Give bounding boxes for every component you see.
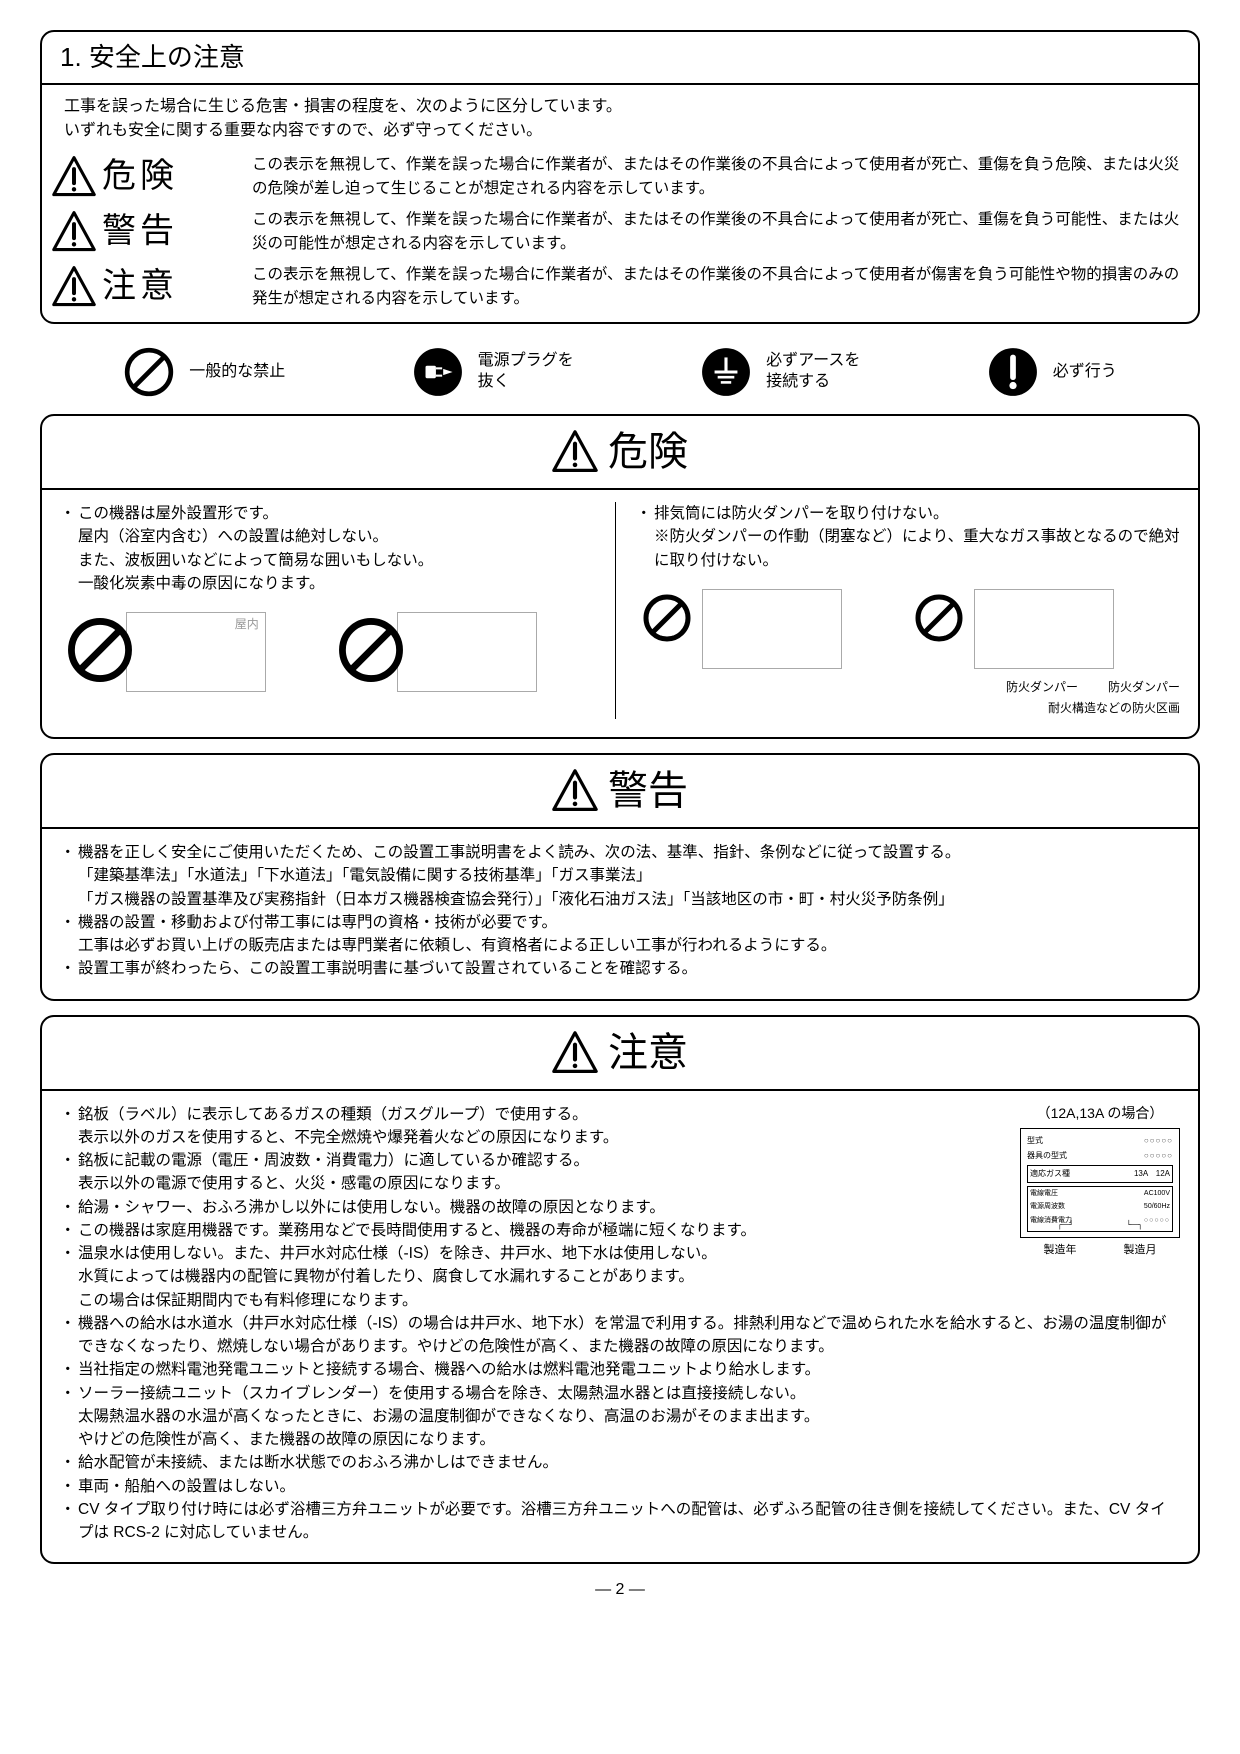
indoor-illustration: 屋内 <box>126 612 266 692</box>
level-danger-row: 危険 この表示を無視して、作業を誤った場合に作業者が、またはその作業後の不具合に… <box>42 149 1198 204</box>
damper-illustration-2 <box>974 589 1114 669</box>
danger-box: 危険 ・この機器は屋外設置形です。 屋内（浴室内含む）への設置は絶対しない。 ま… <box>40 414 1200 739</box>
level-danger-label: 危険 <box>102 151 178 202</box>
level-caution-desc: この表示を無視して、作業を誤った場合に作業者が、またはその作業後の不具合によって… <box>252 263 1188 310</box>
legend-ground: 必ずアースを 接続する <box>700 346 860 398</box>
unplug-icon <box>412 346 464 398</box>
intro-line-2: いずれも安全に関する重要な内容ですので、必ず守ってください。 <box>64 119 1176 143</box>
level-caution-label: 注意 <box>102 261 178 312</box>
caution-header: 注意 <box>42 1017 1198 1091</box>
plate-month-label: 製造月 <box>1124 1242 1157 1259</box>
caution-box: 注意 （12A,13A の場合） 型式○○○○○ 器具の型式○○○○○ 適応ガス… <box>40 1015 1200 1565</box>
list-item: ・この機器は家庭用機器です。業務用などで長時間使用すると、機器の寿命が極端に短く… <box>60 1219 1008 1242</box>
list-item-follow: 水質によっては機器内の配管に異物が付着したり、腐食して水漏れすることがあります。 <box>60 1265 1180 1288</box>
list-item-follow: 「建築基準法」「水道法」「下水道法」「電気設備に関する技術基準」「ガス事業法」 <box>60 864 1180 887</box>
list-item-follow: 表示以外の電源で使用すると、火災・感電の原因になります。 <box>60 1172 1180 1195</box>
list-item: ・当社指定の燃料電池発電ユニットと接続する場合、機器への給水は燃料電池発電ユニッ… <box>60 1358 1180 1381</box>
legend-ground-label: 必ずアースを 接続する <box>766 351 860 393</box>
prohibit-icon <box>123 346 175 398</box>
list-item-follow: やけどの危険性が高く、また機器の故障の原因になります。 <box>60 1428 1180 1451</box>
list-item-follow: 工事は必ずお買い上げの販売店または専門業者に依頼し、有資格者による正しい工事が行… <box>60 934 1180 957</box>
level-danger-desc: この表示を無視して、作業を誤った場合に作業者が、またはその作業後の不具合によって… <box>252 153 1188 200</box>
legend-unplug-label: 電源プラグを 抜く <box>478 351 574 393</box>
list-item: ・機器を正しく安全にご使用いただくため、この設置工事説明書をよく読み、次の法、基… <box>60 841 1180 864</box>
enclosure-illustration <box>397 612 537 692</box>
warning-triangle-icon <box>552 1030 598 1076</box>
legend-prohibit-label: 一般的な禁止 <box>189 362 285 383</box>
list-item: ・機器の設置・移動および付帯工事には専門の資格・技術が必要です。 <box>60 911 1180 934</box>
list-item: ・機器への給水は水道水（井戸水対応仕様（-IS）の場合は井戸水、地下水）を常温で… <box>60 1312 1180 1359</box>
list-item: ・給湯・シャワー、おふろ沸かし以外には使用しない。機器の故障の原因となります。 <box>60 1196 1008 1219</box>
list-item: ・車両・船舶への設置はしない。 <box>60 1475 1180 1498</box>
warning-triangle-icon <box>552 429 598 475</box>
legend-prohibit: 一般的な禁止 <box>123 346 285 398</box>
level-warning-desc: この表示を無視して、作業を誤った場合に作業者が、またはその作業後の不具合によって… <box>252 208 1188 255</box>
warning-header-label: 警告 <box>608 761 688 821</box>
damper-illustration-1 <box>702 589 842 669</box>
warning-triangle-icon <box>552 768 598 814</box>
warning-header: 警告 <box>42 755 1198 829</box>
list-item: ・温泉水は使用しない。また、井戸水対応仕様（-IS）を除き、井戸水、地下水は使用… <box>60 1242 1008 1265</box>
list-item: ・CV タイプ取り付け時には必ず浴槽三方弁ユニットが必要です。浴槽三方弁ユニット… <box>60 1498 1180 1545</box>
warning-triangle-icon <box>52 265 96 309</box>
level-warning-row: 警告 この表示を無視して、作業を誤った場合に作業者が、またはその作業後の不具合に… <box>42 204 1198 259</box>
level-caution-row: 注意 この表示を無視して、作業を誤った場合に作業者が、またはその作業後の不具合に… <box>42 259 1198 322</box>
safety-precautions-box: 1. 安全上の注意 工事を誤った場合に生じる危害・損害の程度を、次のように区分し… <box>40 30 1200 324</box>
list-item: ・銘板に記載の電源（電圧・周波数・消費電力）に適しているか確認する。 <box>60 1149 1008 1172</box>
caution-content: （12A,13A の場合） 型式○○○○○ 器具の型式○○○○○ 適応ガス種13… <box>42 1091 1198 1563</box>
warning-content: ・機器を正しく安全にご使用いただくため、この設置工事説明書をよく読み、次の法、基… <box>42 829 1198 999</box>
warning-triangle-icon <box>52 155 96 199</box>
prohibit-icon <box>642 593 692 643</box>
icon-legend: 一般的な禁止 電源プラグを 抜く 必ずアースを 接続する 必ず行う <box>40 338 1200 414</box>
caution-header-label: 注意 <box>608 1023 688 1083</box>
danger-right-col: ・排気筒には防火ダンパーを取り付けない。 ※防火ダンパーの作動（閉塞など）により… <box>624 502 1180 719</box>
rating-plate: （12A,13A の場合） 型式○○○○○ 器具の型式○○○○○ 適応ガス種13… <box>1020 1103 1180 1259</box>
list-item-follow: この場合は保証期間内でも有料修理になります。 <box>60 1289 1180 1312</box>
level-warning-label: 警告 <box>102 206 178 257</box>
intro-line-1: 工事を誤った場合に生じる危害・損害の程度を、次のように区分しています。 <box>64 95 1176 119</box>
list-item: ・設置工事が終わったら、この設置工事説明書に基づいて設置されていることを確認する… <box>60 957 1180 980</box>
intro-text: 工事を誤った場合に生じる危害・損害の程度を、次のように区分しています。 いずれも… <box>42 85 1198 149</box>
prohibit-icon <box>66 616 134 684</box>
danger-header: 危険 <box>42 416 1198 490</box>
list-item-follow: 太陽熱温水器の水温が高くなったときに、お湯の温度制御ができなくなり、高温のお湯が… <box>60 1405 1180 1428</box>
prohibit-icon <box>337 616 405 684</box>
legend-unplug: 電源プラグを 抜く <box>412 346 574 398</box>
page-number: — 2 — <box>40 1578 1200 1602</box>
list-item-follow: 表示以外のガスを使用すると、不完全燃焼や爆発着火などの原因になります。 <box>60 1126 1180 1149</box>
danger-left-col: ・この機器は屋外設置形です。 屋内（浴室内含む）への設置は絶対しない。 また、波… <box>60 502 616 719</box>
warning-triangle-icon <box>52 210 96 254</box>
legend-mandatory: 必ず行う <box>987 346 1117 398</box>
warning-box: 警告 ・機器を正しく安全にご使用いただくため、この設置工事説明書をよく読み、次の… <box>40 753 1200 1001</box>
list-item: ・銘板（ラベル）に表示してあるガスの種類（ガスグループ）で使用する。 <box>60 1103 1008 1126</box>
ground-icon <box>700 346 752 398</box>
mandatory-icon <box>987 346 1039 398</box>
list-item-follow: 「ガス機器の設置基準及び実務指針（日本ガス機器検査協会発行）」「液化石油ガス法」… <box>60 888 1180 911</box>
plate-year-label: 製造年 <box>1044 1242 1077 1259</box>
section-title: 1. 安全上の注意 <box>42 32 1198 85</box>
rating-plate-diagram: 型式○○○○○ 器具の型式○○○○○ 適応ガス種13A 12A 電線電圧AC10… <box>1020 1128 1180 1238</box>
legend-mandatory-label: 必ず行う <box>1053 362 1117 383</box>
danger-header-label: 危険 <box>608 422 688 482</box>
list-item: ・給水配管が未接続、または断水状態でのおふろ沸かしはできません。 <box>60 1451 1180 1474</box>
prohibit-icon <box>914 593 964 643</box>
list-item: ・ソーラー接続ユニット（スカイブレンダー）を使用する場合を除き、太陽熱温水器とは… <box>60 1382 1180 1405</box>
rating-plate-caption: （12A,13A の場合） <box>1020 1103 1180 1124</box>
